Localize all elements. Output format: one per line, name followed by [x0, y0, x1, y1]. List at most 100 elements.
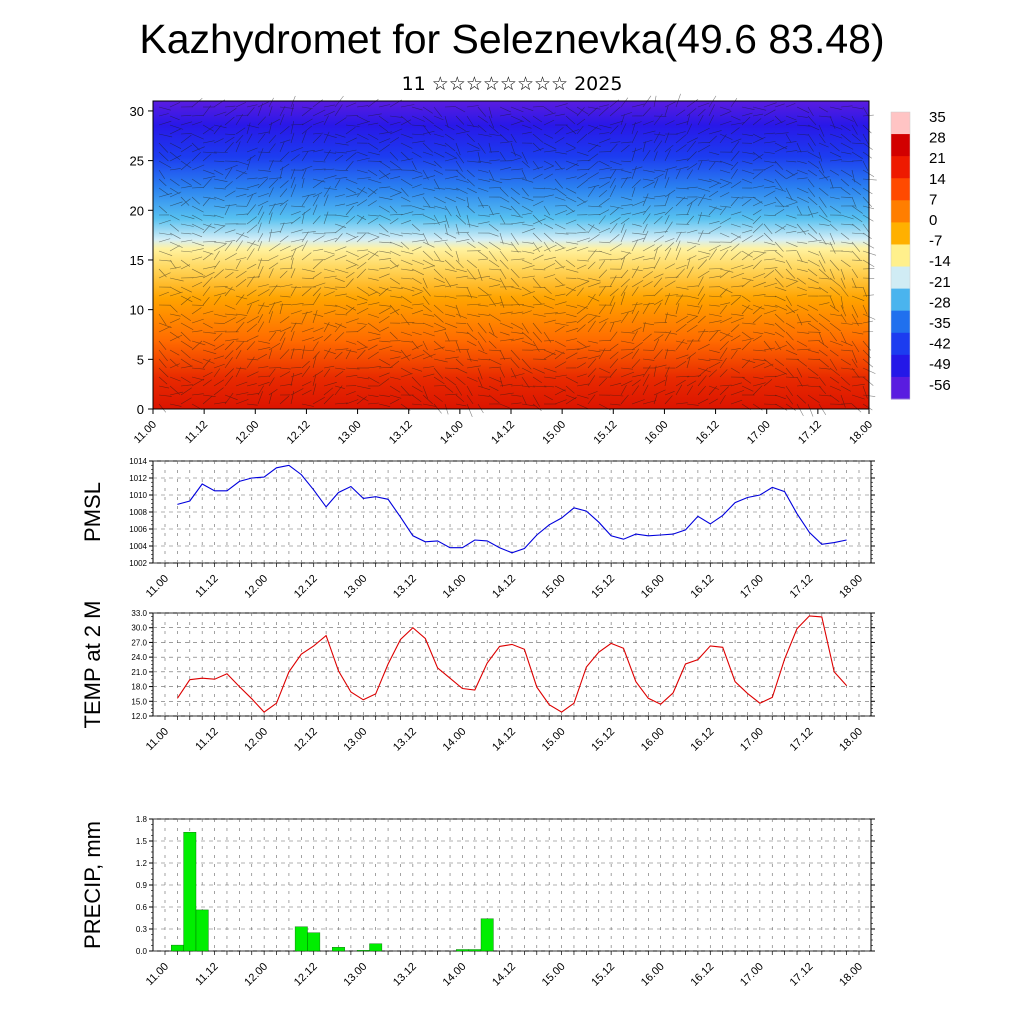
- wind-barb: [818, 322, 830, 332]
- wind-barb: [521, 286, 531, 293]
- wind-barb: [851, 142, 863, 144]
- wind-barb: [158, 113, 169, 117]
- wind-barb: [433, 346, 445, 351]
- y-axis-label: TEMP at 2 M: [80, 601, 105, 729]
- wind-barb: [807, 124, 820, 131]
- wind-barb: [807, 304, 819, 311]
- wind-barb: [334, 332, 345, 342]
- wind-barb: [444, 205, 452, 217]
- wind-barb: [752, 154, 764, 162]
- wind-barb: [334, 179, 341, 189]
- precip-bar: [183, 832, 197, 952]
- wind-barb: [543, 205, 551, 216]
- wind-barb: [246, 304, 252, 315]
- wind-barb: [158, 403, 167, 413]
- wind-barb: [466, 277, 478, 279]
- wind-barb: [719, 205, 732, 208]
- x-tick-label: 14.12: [490, 726, 518, 754]
- wind-barb: [521, 340, 536, 346]
- wind-barb: [851, 358, 858, 368]
- wind-barb: [268, 301, 282, 306]
- wind-barb: [169, 358, 179, 367]
- wind-barb: [356, 340, 368, 348]
- wind-barb: [345, 187, 357, 194]
- wind-barb: [323, 322, 330, 333]
- wind-barb: [576, 362, 586, 369]
- wind-barb: [334, 154, 344, 162]
- wind-barb: [411, 184, 422, 189]
- wind-barb: [477, 294, 492, 297]
- wind-barb: [598, 160, 610, 167]
- wind-barb: [301, 178, 305, 189]
- wind-barb: [323, 286, 338, 290]
- wind-barb: [851, 403, 862, 413]
- wind-barb: [477, 187, 489, 192]
- x-tick-label: 12.00: [242, 961, 270, 989]
- wind-barb: [818, 160, 825, 174]
- wind-barb: [697, 304, 703, 315]
- wind-barb: [268, 329, 282, 333]
- wind-barb: [763, 241, 776, 246]
- wind-barb: [433, 328, 447, 333]
- wind-barb: [697, 214, 711, 217]
- wind-barb: [796, 169, 808, 175]
- wind-barb: [378, 223, 389, 233]
- wind-barb: [488, 124, 499, 134]
- wind-barb: [246, 177, 258, 180]
- y-tick-label: 18.0: [131, 683, 147, 692]
- wind-barb: [488, 277, 501, 282]
- wind-barb: [411, 394, 422, 402]
- wind-barb: [631, 179, 641, 189]
- wind-barb: [763, 322, 775, 326]
- wind-barb: [598, 250, 612, 256]
- wind-barb: [444, 331, 450, 342]
- wind-barb: [345, 102, 357, 108]
- wind-barb: [807, 250, 820, 256]
- wind-barb: [499, 311, 513, 315]
- y-tick-label: 12.0: [131, 712, 147, 721]
- wind-barb: [554, 137, 565, 144]
- wind-barb: [323, 387, 334, 396]
- wind-barb: [631, 266, 639, 279]
- wind-barb: [598, 198, 610, 207]
- wind-barb: [730, 390, 745, 396]
- wind-barb: [631, 359, 641, 369]
- wind-barb: [466, 223, 479, 228]
- wind-barb: [257, 133, 266, 144]
- wind-barb: [444, 232, 457, 239]
- wind-barb: [213, 269, 224, 279]
- wind-barb: [235, 340, 249, 342]
- wind-barb: [224, 133, 236, 135]
- wind-barb: [455, 322, 467, 324]
- colorbar-label: -21: [929, 274, 951, 291]
- wind-barb: [862, 403, 873, 411]
- wind-barb: [279, 303, 283, 315]
- y-tick-label: 0.0: [136, 947, 148, 956]
- wind-barb: [554, 151, 567, 155]
- wind-barb: [708, 190, 719, 198]
- wind-barb: [565, 163, 578, 171]
- wind-barb: [697, 212, 702, 225]
- wind-barb: [224, 392, 234, 405]
- wind-barb: [345, 391, 356, 396]
- wind-barb: [466, 259, 477, 269]
- wind-barb: [807, 239, 822, 243]
- wind-barb: [664, 214, 670, 225]
- wind-barb: [785, 277, 799, 282]
- wind-barb: [631, 166, 643, 171]
- wind-barb: [785, 115, 797, 121]
- wind-barb: [158, 326, 171, 333]
- wind-barb: [279, 114, 285, 126]
- wind-barb: [543, 187, 556, 190]
- wind-barb: [433, 124, 443, 131]
- wind-barb: [796, 250, 803, 262]
- wind-barb: [378, 169, 390, 179]
- wind-barb: [818, 187, 829, 196]
- wind-barb: [444, 268, 457, 272]
- wind-barb: [521, 106, 534, 111]
- wind-barb: [774, 146, 788, 153]
- wind-barb: [455, 348, 470, 351]
- wind-barb: [741, 214, 754, 221]
- wind-barb: [202, 271, 215, 279]
- wind-barb: [576, 403, 590, 410]
